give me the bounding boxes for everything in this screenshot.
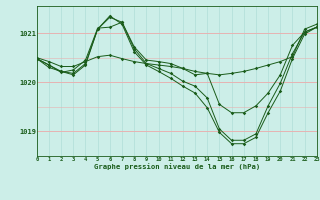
X-axis label: Graphe pression niveau de la mer (hPa): Graphe pression niveau de la mer (hPa) (94, 163, 260, 170)
